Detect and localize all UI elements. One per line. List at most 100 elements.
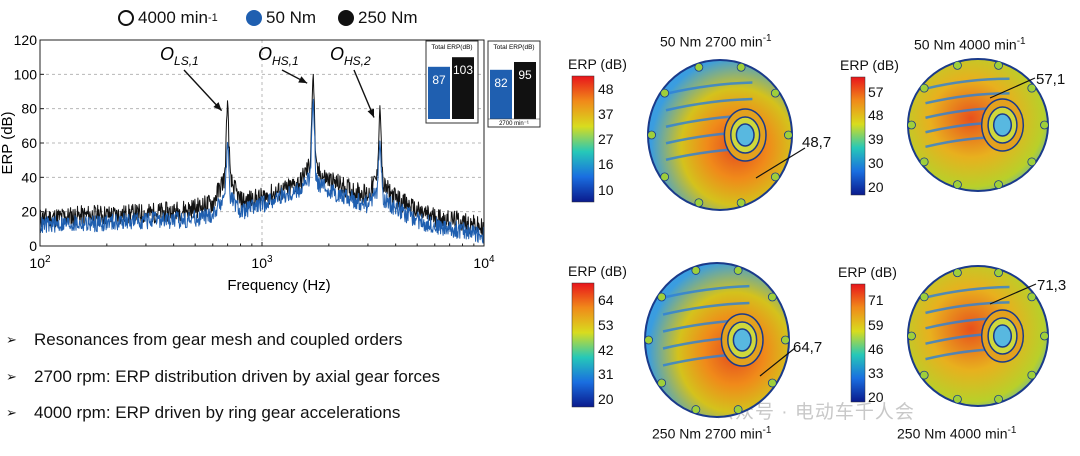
housing-bolt xyxy=(784,130,793,140)
callout-line xyxy=(989,283,1037,305)
callout-value-4: 71,3 xyxy=(1037,277,1067,294)
y-tick-label: 40 xyxy=(21,169,37,185)
bullet-3: ➢ 4000 rpm: ERP driven by ring gear accel… xyxy=(6,403,401,422)
y-axis-label: ERP (dB) xyxy=(0,111,16,174)
series-line-1 xyxy=(39,98,485,244)
housing-rib xyxy=(925,77,1010,90)
housing-rib xyxy=(662,284,750,299)
legend-label: 50 Nm xyxy=(266,8,317,27)
bullet-2: ➢ 2700 rpm: ERP distribution driven by ax… xyxy=(6,367,440,386)
housing-bolt xyxy=(647,130,656,140)
callout-value-1: 48,7 xyxy=(802,134,832,151)
y-tick-label: 100 xyxy=(14,66,38,82)
housing-bolt xyxy=(919,83,929,93)
callout-value-3: 64,7 xyxy=(793,339,823,356)
inset-title: Total ERP(dB) xyxy=(431,44,472,51)
housing-bolt xyxy=(1027,370,1037,380)
chart-series xyxy=(39,73,485,244)
housing-50nm-2700 xyxy=(647,59,806,211)
inset-footer: 2700 min⁻¹ xyxy=(499,121,529,127)
bearing-ring xyxy=(735,123,755,147)
callout-value-2: 57,1 xyxy=(1036,71,1066,88)
legend-item-4000: 4000 min -1 xyxy=(118,8,218,28)
housing-50nm-4000 xyxy=(907,58,1049,192)
bullet-1: ➢ Resonances from gear mesh and coupled o… xyxy=(6,330,403,349)
y-tick-label: 60 xyxy=(21,135,37,151)
housing-bolt xyxy=(644,335,653,345)
ring-marker-icon xyxy=(118,10,134,26)
y-tick-label: 80 xyxy=(21,101,37,117)
housing-bolt xyxy=(953,180,962,190)
housing-bolt xyxy=(657,292,667,302)
y-tick-label: 0 xyxy=(29,238,37,254)
panel-title-2: 50 Nm 4000 min-1 xyxy=(914,36,1026,53)
inset-title: Total ERP(dB) xyxy=(493,44,534,51)
housing-bolt xyxy=(953,268,962,278)
annotation-arrowhead xyxy=(213,102,222,111)
inset-bar xyxy=(514,62,536,119)
housing-bolt xyxy=(781,335,790,345)
watermark-text: 公众号 · 电动车千人会 xyxy=(715,402,915,423)
legend-item-50nm: 50 Nm xyxy=(246,8,316,28)
housing-250nm-4000 xyxy=(907,265,1049,407)
inset-bar-label: 87 xyxy=(432,73,446,87)
callout-line xyxy=(989,77,1036,99)
inset-bar xyxy=(452,57,474,119)
black-marker-icon xyxy=(338,10,354,26)
housing-bolt xyxy=(736,62,746,72)
x-axis-label: Frequency (Hz) xyxy=(227,277,330,294)
y-tick-label: 120 xyxy=(14,32,38,48)
housing-bolt xyxy=(994,394,1003,404)
callout-line xyxy=(755,147,806,179)
housing-rib xyxy=(925,301,1010,315)
annotation-arrowhead xyxy=(298,76,308,84)
annotation-arrowhead xyxy=(367,108,375,118)
housing-bolt xyxy=(1040,331,1049,341)
inset-bar-label: 82 xyxy=(494,76,508,90)
colorbar-label-2: ERP (dB) xyxy=(840,57,899,73)
housing-bolt xyxy=(994,60,1003,70)
inset-bar xyxy=(490,69,512,119)
panel-title-1: 50 Nm 2700 min-1 xyxy=(660,33,772,50)
housings xyxy=(644,58,1049,418)
panel-title-3: 250 Nm 2700 min-1 xyxy=(652,425,772,442)
panel-title-4: 250 Nm 4000 min-1 xyxy=(897,425,1017,442)
bullet-arrow-icon: ➢ xyxy=(6,369,17,384)
inset-bar-label: 103 xyxy=(453,63,473,77)
chart-insets: Total ERP(dB) 87 103 Total ERP(dB) 82 95 2700 … xyxy=(425,40,541,128)
housing-bolt xyxy=(657,378,667,388)
housing-bolt xyxy=(919,292,929,302)
housing-bolt xyxy=(1027,292,1037,302)
bearing-ring xyxy=(992,324,1013,348)
housing-bolt xyxy=(733,266,743,275)
housing-bolt xyxy=(767,292,777,302)
housing-bolt xyxy=(1027,157,1037,167)
colorbar-label-4: ERP (dB) xyxy=(838,264,897,280)
housing-bolt xyxy=(767,378,777,388)
housing-rib xyxy=(925,285,1010,299)
housing-bolt xyxy=(907,120,916,130)
housing-bolt xyxy=(994,268,1003,278)
housing-bolt xyxy=(691,405,701,414)
housing-bolt xyxy=(660,172,670,182)
colorbar xyxy=(571,282,595,408)
colorbar xyxy=(850,283,866,403)
housing-rib xyxy=(665,97,753,112)
housing-bolt xyxy=(1040,120,1049,130)
bullet-arrow-icon: ➢ xyxy=(6,405,17,420)
housing-bolt xyxy=(907,331,916,341)
housing-bolt xyxy=(770,172,780,182)
housing-bolt xyxy=(919,157,929,167)
housing-bolt xyxy=(694,62,704,72)
colorbars xyxy=(571,75,866,408)
housing-rib xyxy=(665,81,753,95)
housing-bolt xyxy=(691,266,701,275)
annotation-arrow xyxy=(353,69,375,118)
housing-250nm-2700 xyxy=(644,262,796,418)
legend-item-250nm: 250 Nm xyxy=(338,8,418,28)
housing-bolt xyxy=(953,394,962,404)
colorbar-label-3: ERP (dB) xyxy=(568,263,627,279)
